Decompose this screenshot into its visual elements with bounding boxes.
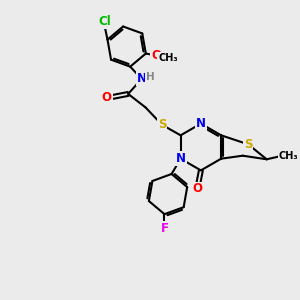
Text: N: N: [196, 117, 206, 130]
Text: S: S: [158, 118, 166, 131]
Text: N: N: [176, 152, 186, 165]
Text: CH₃: CH₃: [158, 53, 178, 63]
Text: Cl: Cl: [99, 15, 112, 28]
Text: O: O: [151, 49, 161, 62]
Text: S: S: [244, 138, 252, 151]
Text: H: H: [146, 71, 155, 82]
Text: O: O: [192, 182, 202, 196]
Text: O: O: [102, 91, 112, 104]
Text: N: N: [136, 72, 147, 86]
Text: F: F: [160, 222, 169, 235]
Text: CH₃: CH₃: [278, 151, 298, 161]
